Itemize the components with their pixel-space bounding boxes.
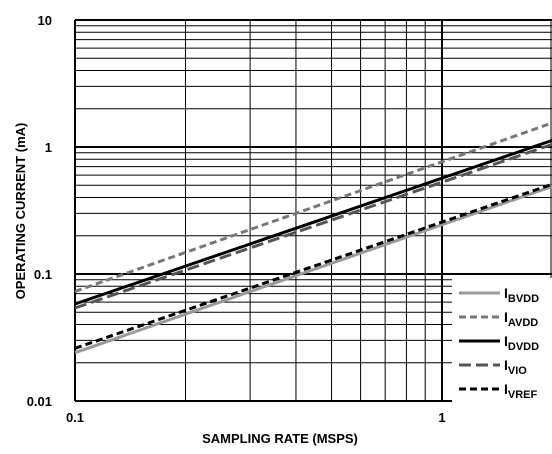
y-tick-label: 0.1 xyxy=(34,267,52,282)
x-axis-label: SAMPLING RATE (MSPS) xyxy=(202,431,358,446)
series-line-bvdd xyxy=(74,184,552,355)
series-line-dvdd xyxy=(74,138,552,306)
legend: IBVDD IAVDD IDVDD IVIO IVREF xyxy=(452,278,552,404)
y-axis-label: OPERATING CURRENT (mA) xyxy=(13,123,28,300)
legend-label-bvdd: IBVDD xyxy=(504,285,539,305)
legend-label-vio: IVIO xyxy=(504,357,527,377)
legend-label-dvdd: IDVDD xyxy=(504,333,539,353)
series-line-avdd xyxy=(74,121,552,293)
y-tick-label: 0.01 xyxy=(27,394,52,409)
tick-labels: 0.01 0.1 1 10 0.1 1 xyxy=(27,13,446,425)
legend-label-avdd: IAVDD xyxy=(504,309,538,329)
x-tick-label: 0.1 xyxy=(66,410,84,425)
x-tick-label: 1 xyxy=(438,410,445,425)
y-tick-label: 1 xyxy=(45,140,52,155)
series-line-vref xyxy=(74,182,552,350)
series-lines xyxy=(74,121,552,355)
legend-label-vref: IVREF xyxy=(504,381,538,401)
y-tick-label: 10 xyxy=(38,13,52,28)
